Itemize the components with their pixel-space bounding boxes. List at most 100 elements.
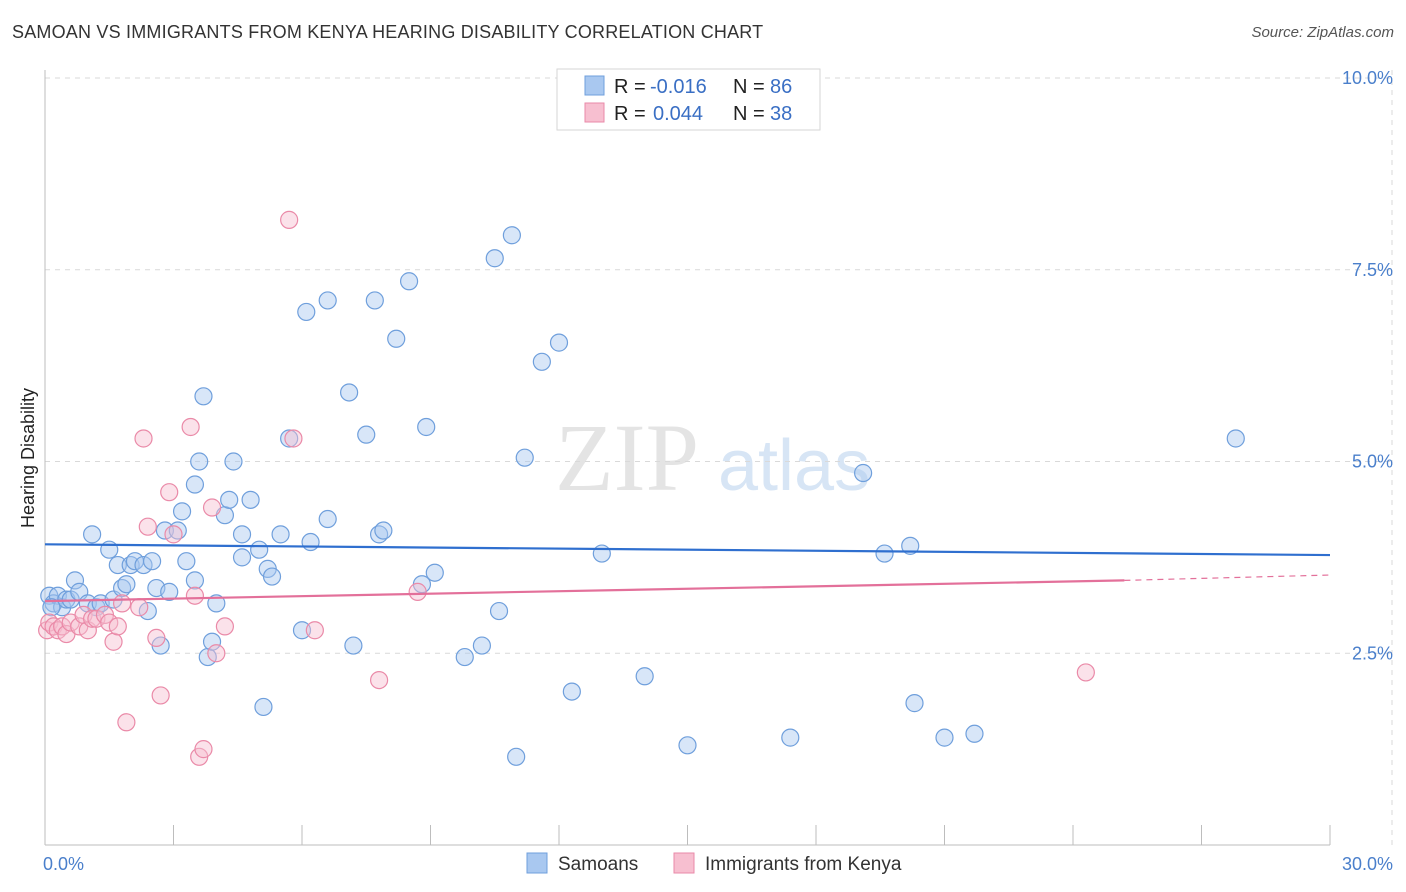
samoan-point: [241, 490, 260, 509]
samoan-point: [905, 694, 924, 713]
samoan-point: [280, 429, 299, 448]
samoan-point: [562, 682, 581, 701]
legend-r-label-2: R =: [614, 103, 646, 125]
samoan-point: [117, 575, 136, 594]
bottom-legend-label-samoans: Samoans: [558, 854, 638, 875]
samoan-point: [515, 448, 534, 467]
kenya-trend-line: [44, 579, 1125, 603]
samoan-point: [254, 697, 273, 717]
samoan-point: [387, 329, 406, 348]
samoan-point: [202, 632, 222, 651]
samoan-point: [965, 724, 984, 743]
trend-layer: [44, 543, 1331, 603]
samoan-point: [532, 352, 551, 371]
watermark-atlas: atlas: [718, 426, 870, 506]
kenya-point: [194, 740, 213, 759]
samoan-point: [365, 291, 384, 310]
samoan-point: [138, 601, 157, 621]
samoan-point: [502, 226, 521, 245]
samoan-point: [635, 667, 654, 686]
x-tick-labels: 0.0% 30.0%: [43, 854, 1393, 874]
y-tick-label: 7.5%: [1352, 260, 1393, 280]
samoan-point: [507, 747, 526, 766]
samoan-point: [781, 728, 800, 747]
legend-n-value-1: 86: [770, 76, 792, 98]
kenya-point: [202, 498, 222, 517]
samoan-point: [875, 544, 894, 563]
samoan-point: [297, 302, 316, 322]
samoan-point: [250, 540, 269, 559]
legend-swatch-kenya: [584, 102, 605, 123]
samoan-point: [901, 536, 920, 555]
samoan-point: [935, 728, 954, 747]
samoan-trend-line: [44, 543, 1331, 557]
samoan-point: [134, 555, 153, 575]
kenya-point: [284, 429, 303, 448]
kenya-trend-extension: [1124, 574, 1331, 581]
samoan-point: [207, 594, 226, 613]
kenya-point: [181, 417, 200, 437]
samoan-point: [262, 567, 282, 586]
samoan-point: [65, 571, 85, 590]
kenya-point: [1076, 663, 1095, 682]
samoan-point: [425, 563, 444, 582]
kenya-point: [185, 586, 205, 605]
samoan-point: [592, 544, 611, 563]
y-tick-label: 10.0%: [1342, 68, 1393, 88]
legend-r-value-2: 0.044: [653, 103, 703, 125]
kenya-point: [147, 628, 166, 648]
legend-r-value-1: -0.016: [650, 76, 707, 98]
samoan-point: [224, 452, 243, 471]
kenya-point: [160, 483, 179, 502]
samoan-point: [42, 598, 61, 617]
samoan-point: [318, 509, 337, 529]
kenya-point: [207, 644, 226, 663]
x-tick-label: 30.0%: [1342, 854, 1393, 874]
kenya-point: [134, 429, 153, 448]
samoan-point: [142, 552, 162, 571]
samoan-point: [340, 383, 359, 402]
samoan-point: [172, 502, 192, 521]
kenya-point: [130, 598, 149, 617]
x-tick-label: 0.0%: [43, 854, 84, 874]
bottom-legend-label-kenya: Immigrants from Kenya: [705, 854, 902, 875]
samoan-point: [185, 475, 205, 494]
samoan-point: [301, 532, 320, 552]
samoan-point: [1226, 429, 1245, 448]
legend-swatch-samoans: [584, 75, 605, 96]
source-credit: Source: ZipAtlas.com: [1251, 24, 1394, 41]
samoan-point: [177, 552, 196, 571]
kenya-point: [305, 621, 324, 640]
samoan-point: [344, 636, 363, 655]
kenya-point: [215, 617, 234, 636]
legend-r-label-1: R =: [614, 76, 646, 98]
grid-lines: [45, 70, 1393, 845]
kenya-point: [100, 613, 119, 632]
samoan-point: [318, 291, 337, 310]
samoan-point: [417, 417, 436, 437]
kenya-point: [280, 210, 299, 229]
samoan-point: [678, 736, 697, 755]
kenya-point: [108, 617, 127, 636]
legend-n-label-2: N =: [733, 103, 765, 125]
series-legend: Samoans Immigrants from Kenya: [526, 852, 902, 875]
samoan-point: [374, 521, 393, 540]
bottom-legend-swatch-kenya: [673, 852, 695, 874]
samoan-point: [194, 387, 213, 406]
kenya-point: [138, 517, 157, 536]
samoan-point: [160, 582, 179, 601]
samoan-point: [155, 521, 175, 540]
kenya-point: [104, 632, 123, 651]
samoan-point: [292, 621, 312, 640]
watermark-zip: ZIP: [555, 404, 699, 511]
samoan-point: [108, 555, 127, 575]
samoan-point: [489, 601, 509, 621]
chart-title: SAMOAN VS IMMIGRANTS FROM KENYA HEARING …: [12, 22, 764, 42]
y-axis-label: Hearing Disability: [18, 388, 38, 528]
kenya-point: [370, 670, 389, 690]
samoan-point: [357, 425, 376, 444]
bottom-legend-swatch-samoans: [526, 852, 548, 874]
points-layer: [38, 210, 1245, 766]
x-tick-marks: [44, 825, 1331, 845]
